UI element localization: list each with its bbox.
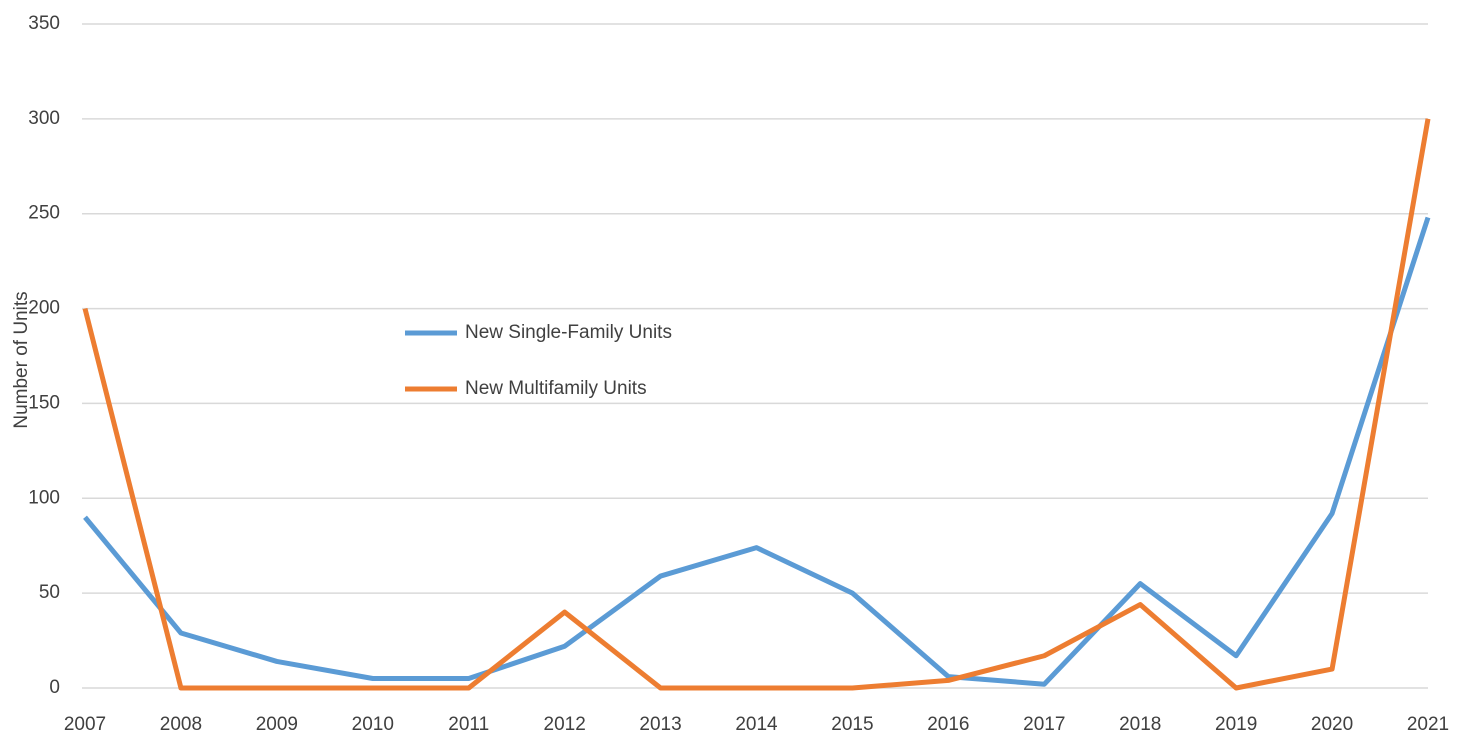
x-tick-label: 2015	[831, 714, 873, 735]
y-tick-label: 300	[28, 108, 60, 129]
legend-label: New Multifamily Units	[465, 378, 647, 399]
x-tick-label: 2009	[256, 714, 298, 735]
x-tick-label: 2007	[64, 714, 106, 735]
x-tick-label: 2018	[1119, 714, 1161, 735]
y-tick-label: 150	[28, 392, 60, 413]
line	[82, 118, 1431, 691]
y-tick-label: 0	[49, 677, 60, 698]
legend-label: New Single-Family Units	[465, 322, 672, 343]
x-tick-label: 2017	[1023, 714, 1065, 735]
y-tick-label: 50	[39, 582, 60, 603]
x-tick-label: 2019	[1215, 714, 1257, 735]
x-tick-label: 2013	[639, 714, 681, 735]
y-tick-label: 250	[28, 203, 60, 224]
x-tick-label: 2014	[735, 714, 778, 735]
line	[83, 216, 1431, 687]
x-tick-label: 2010	[352, 714, 394, 735]
y-tick-label: 200	[28, 298, 60, 319]
x-tick-label: 2008	[160, 714, 202, 735]
y-axis-label: Number of Units	[11, 291, 32, 428]
y-tick-label: 350	[28, 13, 60, 34]
x-tick-label: 2021	[1407, 714, 1449, 735]
x-tick-label: 2020	[1311, 714, 1353, 735]
y-tick-label: 100	[28, 487, 60, 508]
x-tick-label: 2016	[927, 714, 969, 735]
x-tick-label: 2012	[544, 714, 586, 735]
x-tick-label: 2011	[448, 714, 489, 735]
